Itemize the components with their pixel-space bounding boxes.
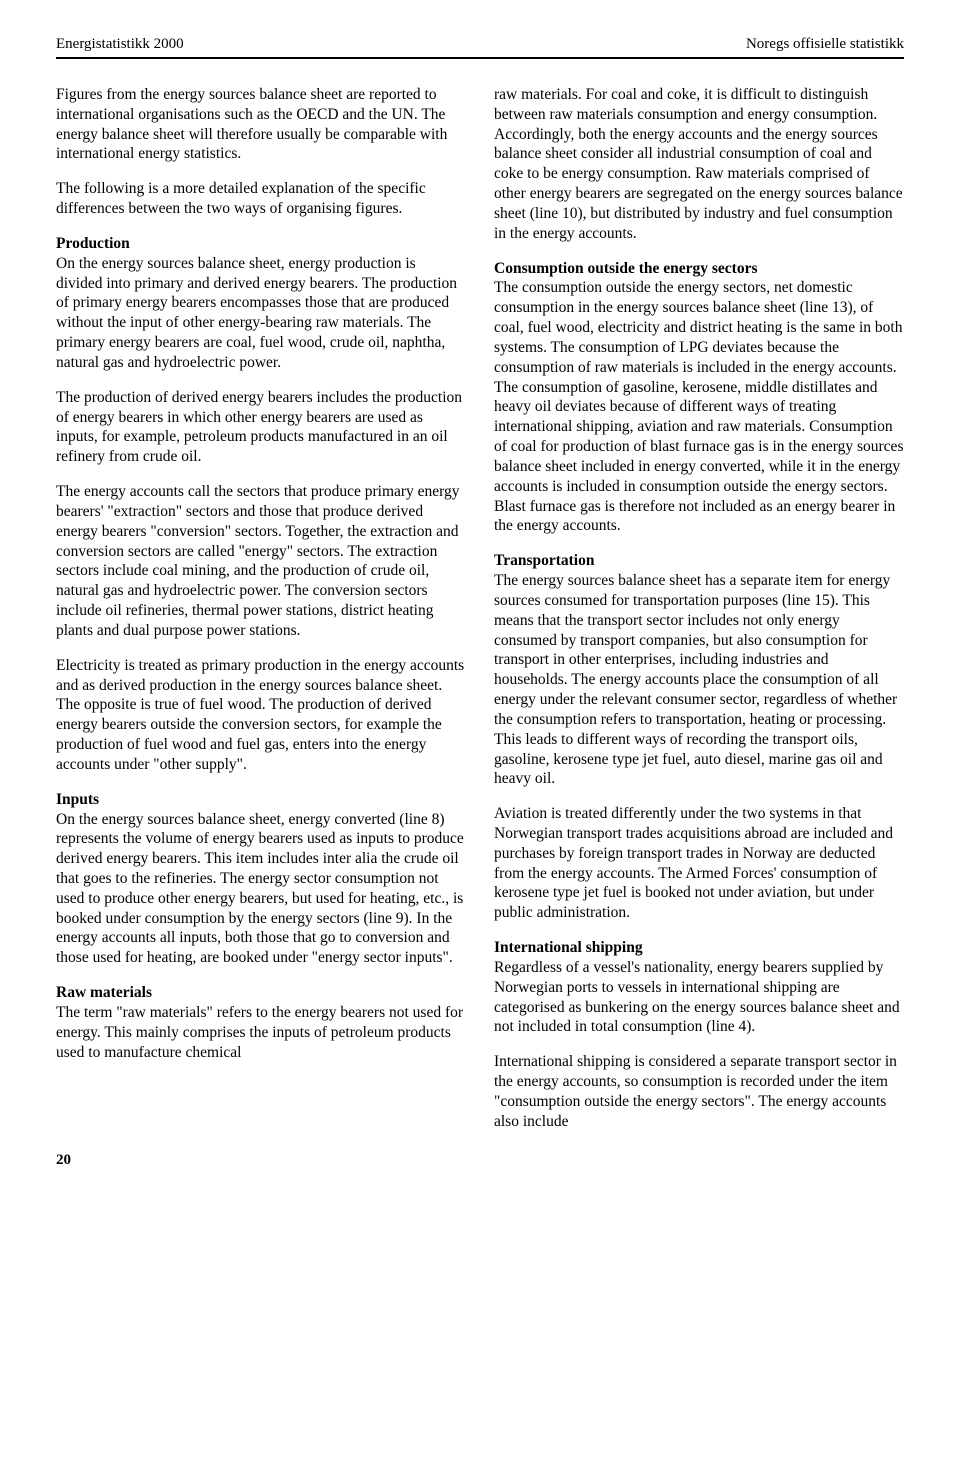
- body-paragraph: raw materials. For coal and coke, it is …: [494, 85, 904, 244]
- body-paragraph: Aviation is treated differently under th…: [494, 804, 904, 923]
- body-text: The energy sources balance sheet has a s…: [494, 572, 897, 787]
- body-paragraph: Figures from the energy sources balance …: [56, 85, 466, 164]
- left-column: Figures from the energy sources balance …: [56, 85, 466, 1132]
- body-paragraph: Consumption outside the energy sectors T…: [494, 259, 904, 537]
- section-heading-international-shipping: International shipping: [494, 938, 904, 958]
- header-right: Noregs offisielle statistikk: [746, 36, 904, 53]
- page-footer: 20: [56, 1152, 904, 1169]
- body-paragraph: Inputs On the energy sources balance she…: [56, 790, 466, 968]
- section-heading-production: Production: [56, 234, 466, 254]
- body-paragraph: International shipping Regardless of a v…: [494, 938, 904, 1037]
- section-heading-consumption: Consumption outside the energy sectors: [494, 259, 904, 279]
- section-heading-raw-materials: Raw materials: [56, 983, 466, 1003]
- two-column-layout: Figures from the energy sources balance …: [56, 85, 904, 1132]
- header-left: Energistatistikk 2000: [56, 36, 184, 53]
- document-page: Energistatistikk 2000 Noregs offisielle …: [0, 0, 960, 1205]
- body-paragraph: The energy accounts call the sectors tha…: [56, 482, 466, 641]
- body-paragraph: International shipping is considered a s…: [494, 1052, 904, 1131]
- body-text: The term "raw materials" refers to the e…: [56, 1004, 463, 1061]
- body-paragraph: Electricity is treated as primary produc…: [56, 656, 466, 775]
- section-heading-transportation: Transportation: [494, 551, 904, 571]
- body-paragraph: The following is a more detailed explana…: [56, 179, 466, 219]
- body-text: On the energy sources balance sheet, ene…: [56, 811, 464, 967]
- page-header: Energistatistikk 2000 Noregs offisielle …: [56, 36, 904, 59]
- body-paragraph: Transportation The energy sources balanc…: [494, 551, 904, 789]
- section-heading-inputs: Inputs: [56, 790, 466, 810]
- page-number: 20: [56, 1152, 71, 1168]
- body-paragraph: Raw materials The term "raw materials" r…: [56, 983, 466, 1062]
- body-paragraph: The production of derived energy bearers…: [56, 388, 466, 467]
- body-paragraph: Production On the energy sources balance…: [56, 234, 466, 373]
- right-column: raw materials. For coal and coke, it is …: [494, 85, 904, 1132]
- body-text: On the energy sources balance sheet, ene…: [56, 255, 457, 371]
- body-text: Regardless of a vessel's nationality, en…: [494, 959, 900, 1035]
- body-text: The consumption outside the energy secto…: [494, 279, 903, 534]
